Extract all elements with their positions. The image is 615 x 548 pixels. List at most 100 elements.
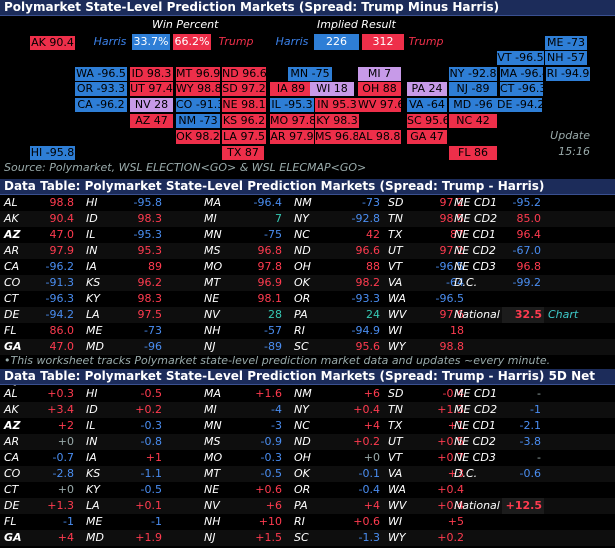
state-value: 97.9	[49, 244, 75, 257]
chart-link[interactable]: Chart	[548, 308, 579, 321]
state-value: +6	[363, 387, 380, 400]
state-label: OR	[294, 292, 311, 305]
state-value: -0.6	[519, 467, 541, 480]
state-value: 87	[450, 228, 464, 241]
state-value: +0.7	[437, 451, 464, 464]
map-state-ia[interactable]: IA 89	[270, 82, 312, 96]
title-text: Polymarket State-Level Prediction Market…	[4, 0, 500, 14]
state-label: ME	[86, 324, 103, 337]
map-state-ct[interactable]: CT -96.3	[500, 82, 547, 96]
state-label: ND	[294, 435, 311, 448]
state-value: 86.0	[49, 324, 75, 337]
map-state-ca[interactable]: CA -96.2	[75, 98, 127, 112]
map-state-ok[interactable]: OK 98.2	[176, 130, 220, 144]
map-state-va[interactable]: VA -64	[407, 98, 447, 112]
map-state-de[interactable]: DE -94.2	[497, 98, 545, 112]
state-label: UT	[388, 435, 403, 448]
map-state-wv[interactable]: WV 97.6	[358, 98, 405, 112]
state-label: NM	[294, 387, 312, 400]
state-value: -1	[151, 515, 162, 528]
map-state-wa[interactable]: WA -96.5	[75, 67, 127, 81]
map-state-ny[interactable]: NY -92.8	[449, 67, 497, 81]
state-label: HI	[86, 196, 98, 209]
state-label: NC	[294, 228, 310, 241]
map-state-mn[interactable]: MN -75	[288, 67, 332, 81]
state-value: +0.1	[135, 499, 162, 512]
table1-title: Data Table: Polymarket State-Level Predi…	[0, 179, 615, 195]
state-value: +0.2	[353, 435, 380, 448]
state-value: -1	[63, 515, 74, 528]
map-state-ma[interactable]: MA -96.4	[500, 67, 549, 81]
state-label: NJ	[204, 340, 216, 353]
map-state-al[interactable]: AL 98.8	[358, 130, 401, 144]
map-state-nh[interactable]: NH -57	[545, 51, 587, 65]
map-state-ks[interactable]: KS 96.2	[222, 114, 266, 128]
state-value: -57	[264, 324, 282, 337]
state-value: 96.8	[516, 260, 542, 273]
map-state-nm[interactable]: NM -73	[176, 114, 220, 128]
map-state-hi[interactable]: HI -95.8	[30, 146, 75, 160]
map-state-nj[interactable]: NJ -89	[449, 82, 497, 96]
map-state-or[interactable]: OR -93.3	[75, 82, 127, 96]
map-state-fl[interactable]: FL 86	[449, 146, 497, 160]
map-state-id[interactable]: ID 98.3	[130, 67, 173, 81]
map-state-ky[interactable]: KY 98.3	[315, 114, 359, 128]
map-state-oh[interactable]: OH 88	[358, 82, 401, 96]
state-label: AR	[4, 435, 20, 448]
map-state-az[interactable]: AZ 47	[130, 114, 173, 128]
map-state-vt[interactable]: VT -96.5	[497, 51, 544, 65]
state-label: ME CD2	[454, 403, 498, 416]
state-label: IL	[86, 228, 96, 241]
state-value: -0.5	[260, 467, 282, 480]
state-value: +0.5	[437, 435, 464, 448]
map-state-ne[interactable]: NE 98.1	[222, 98, 266, 112]
map-state-la[interactable]: LA 97.5	[222, 130, 266, 144]
state-label: NV	[204, 499, 220, 512]
map-state-wy[interactable]: WY 98.8	[176, 82, 222, 96]
state-value: -96.5	[435, 260, 464, 273]
map-state-sc[interactable]: SC 95.6	[407, 114, 450, 128]
map-state-mt[interactable]: MT 96.9	[176, 67, 221, 81]
state-value: -89	[264, 340, 282, 353]
state-label: GA	[4, 531, 22, 544]
state-label: NH	[204, 324, 221, 337]
map-state-co[interactable]: CO -91.3	[176, 98, 225, 112]
state-label: TN	[388, 403, 403, 416]
map-state-sd[interactable]: SD 97.2	[222, 82, 266, 96]
map-state-md[interactable]: MD -96	[449, 98, 497, 112]
map-state-mi[interactable]: MI 7	[358, 67, 401, 81]
state-value: 97.5	[137, 308, 163, 321]
map-state-ak[interactable]: AK 90.4	[30, 36, 75, 50]
state-value: 18	[450, 324, 464, 337]
state-value: -99.2	[512, 276, 541, 289]
state-label: TN	[388, 212, 403, 225]
harris-win-percent: 33.7%	[132, 34, 170, 50]
map-state-pa[interactable]: PA 24	[407, 82, 447, 96]
state-label: KY	[86, 483, 100, 496]
state-label: CT	[4, 292, 19, 305]
table-row: AZ +2 IL -0.3 MN -3 NC +4 TX +1 NE CD1 -2.1	[0, 418, 615, 434]
map-state-nc[interactable]: NC 42	[449, 114, 497, 128]
state-label: WV	[388, 499, 407, 512]
map-state-wi[interactable]: WI 18	[310, 82, 354, 96]
state-value: 90.4	[49, 212, 75, 225]
map-state-tx[interactable]: TX 87	[222, 146, 264, 160]
map-state-ar[interactable]: AR 97.9	[270, 130, 314, 144]
state-value: -1.1	[140, 467, 162, 480]
map-state-ms[interactable]: MS 96.8	[315, 130, 360, 144]
map-state-ri[interactable]: RI -94.9	[546, 67, 590, 81]
state-value: 7	[275, 212, 282, 225]
table-row: CA -0.7 IA +1 MO -0.3 OH +0 VT +0.7 NE CD3 -	[0, 450, 615, 466]
map-state-ga[interactable]: GA 47	[407, 130, 447, 144]
map-state-mo[interactable]: MO 97.8	[270, 114, 317, 128]
map-state-in[interactable]: IN 95.3	[315, 98, 359, 112]
state-value: -94.2	[45, 308, 74, 321]
state-label: KS	[86, 467, 101, 480]
map-state-ut[interactable]: UT 97.4	[130, 82, 173, 96]
state-value: -0.9	[260, 435, 282, 448]
map-state-nd[interactable]: ND 96.6	[222, 67, 267, 81]
map-state-il[interactable]: IL -95.3	[270, 98, 314, 112]
map-state-nv[interactable]: NV 28	[130, 98, 173, 112]
map-state-me[interactable]: ME -73	[545, 36, 587, 50]
state-value: +3.4	[47, 403, 74, 416]
